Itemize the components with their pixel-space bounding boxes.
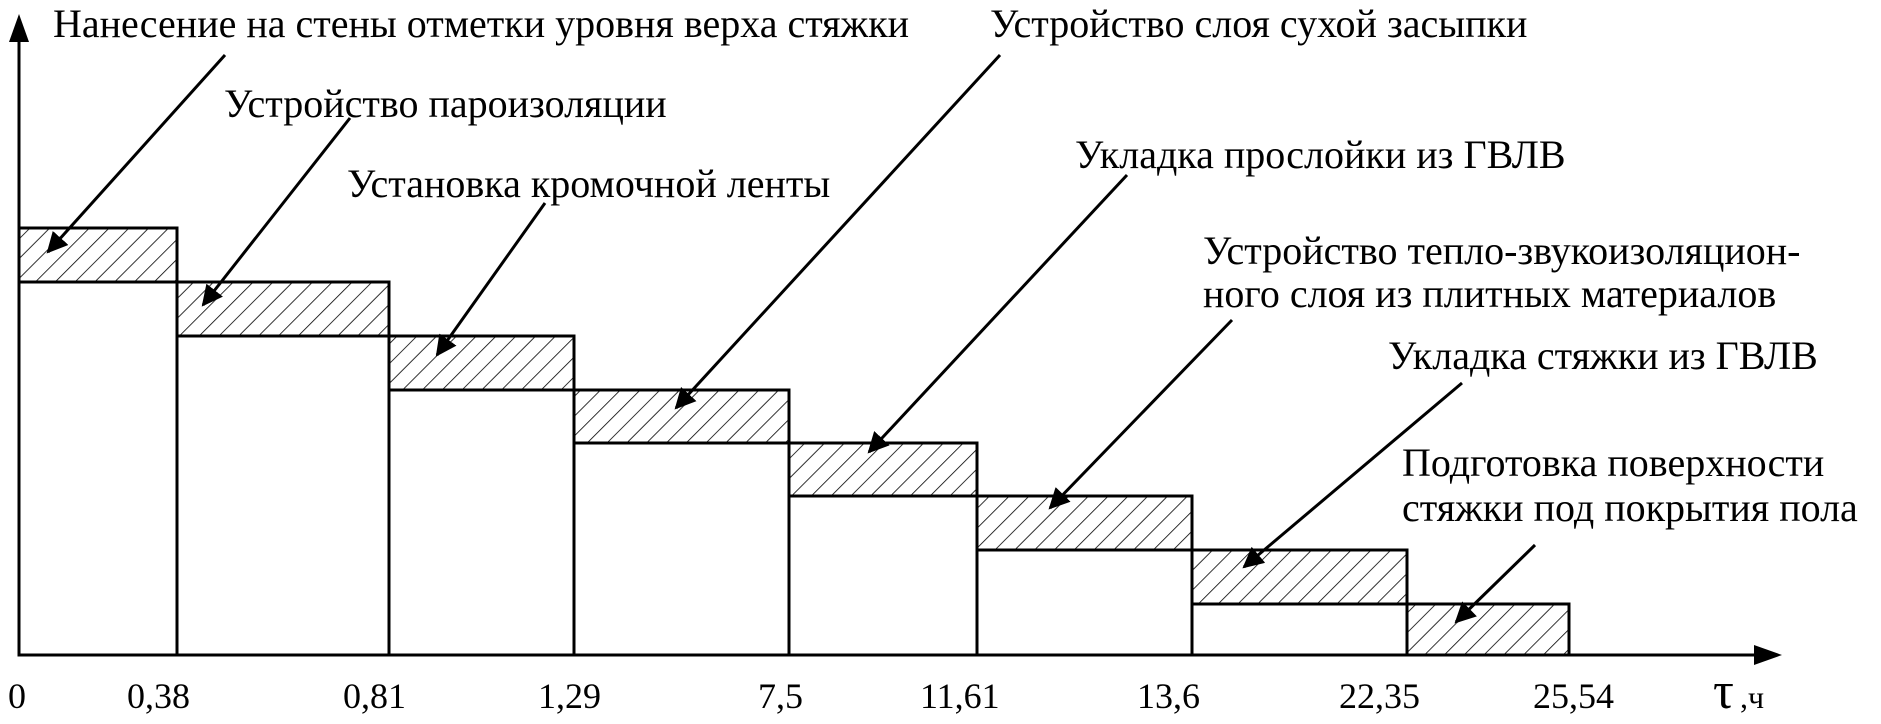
time-axis-title: τ ,ч (1713, 663, 1764, 720)
x-axis-arrow-icon (1754, 645, 1782, 665)
operation-labels: Нанесение на стены отметки уровня верха … (53, 1, 1858, 530)
leader-arrow-7 (1242, 381, 1463, 569)
leader-arrow-1 (46, 53, 227, 254)
step-hatch-6 (975, 494, 1194, 552)
tick-label-25-54: 25,54 (1533, 676, 1614, 716)
step-body-3 (387, 388, 576, 657)
leader-arrow-2 (201, 117, 352, 307)
x-tick-labels: 0 0,38 0,81 1,29 7,5 11,61 13,6 22,35 25… (8, 676, 1614, 716)
time-axis-unit: ,ч (1740, 679, 1764, 715)
tick-label-1-29: 1,29 (538, 676, 601, 716)
step-hatch-7 (1190, 548, 1409, 606)
operation-label-8-line-1: Подготовка поверхности (1402, 440, 1824, 485)
step-hatch-1 (17, 226, 179, 284)
operation-label-6-line-2: ного слоя из плитных материалов (1203, 271, 1776, 316)
tick-label-11-61: 11,61 (920, 676, 1000, 716)
operation-label-1: Нанесение на стены отметки уровня верха … (53, 1, 909, 46)
operation-label-4: Устройство слоя сухой засыпки (990, 1, 1527, 46)
step-hatch-3 (387, 334, 576, 392)
step-body-5 (787, 494, 979, 657)
tick-label-7-5: 7,5 (758, 676, 803, 716)
leader-arrows (46, 53, 1537, 624)
operation-label-7: Укладка стяжки из ГВЛВ (1388, 333, 1818, 378)
leader-arrow-5 (867, 173, 1129, 454)
tick-label-13-6: 13,6 (1137, 676, 1200, 716)
step-columns (17, 226, 1571, 657)
step-hatch-8 (1405, 602, 1571, 657)
operation-label-3: Установка кромочной ленты (347, 161, 830, 206)
operation-label-5: Укладка прослойки из ГВЛВ (1075, 132, 1566, 177)
operation-label-8-line-2: стяжки под покрытия пола (1402, 485, 1858, 530)
y-axis-arrow-icon (9, 14, 29, 42)
operation-label-2: Устройство пароизоляции (224, 81, 667, 126)
step-hatch-2 (175, 280, 391, 338)
step-body-1 (17, 280, 179, 657)
leader-arrow-8 (1454, 543, 1537, 624)
tick-label-0-38: 0,38 (127, 676, 190, 716)
tick-label-0-81: 0,81 (343, 676, 406, 716)
step-body-2 (175, 334, 391, 657)
step-hatch-4 (572, 388, 791, 445)
tick-label-0: 0 (8, 676, 26, 716)
leader-arrow-4 (674, 53, 1002, 410)
leader-arrow-3 (435, 202, 547, 357)
step-body-7 (1190, 602, 1409, 657)
tick-label-22-35: 22,35 (1339, 676, 1420, 716)
leader-arrow-6 (1048, 318, 1234, 510)
time-axis-symbol: τ (1713, 663, 1734, 719)
step-hatch-5 (787, 441, 979, 498)
step-body-4 (572, 441, 791, 657)
step-body-6 (975, 548, 1194, 657)
operation-label-6-line-1: Устройство тепло-звукоизоляцион- (1203, 228, 1800, 273)
